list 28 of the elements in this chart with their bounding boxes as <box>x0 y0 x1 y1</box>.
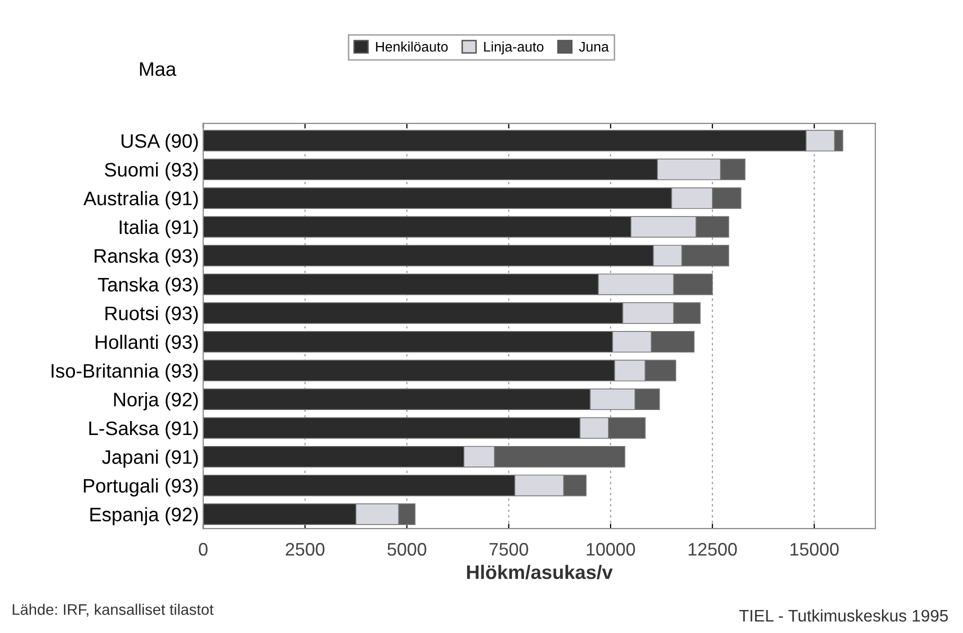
legend-label: Linja-auto <box>484 41 544 54</box>
y-tick-label: Norja (92) <box>114 392 198 410</box>
y-tick-label: Australia (91) <box>83 191 198 210</box>
x-tick-label: 15000 <box>790 542 839 556</box>
x-tick-label: 12500 <box>688 542 737 556</box>
text: Lähde: IRF, kansalliset tilastot <box>12 604 214 617</box>
x-tick-label: 2500 <box>286 542 324 556</box>
y-tick-label: Tanska (93) <box>98 277 198 296</box>
legend-label: Juna <box>578 42 609 52</box>
y-tick-label: Espanja (92) <box>90 507 198 526</box>
y-axis-title: Maa <box>140 62 176 76</box>
x-tick-label: 7500 <box>490 542 528 556</box>
y-tick-label: Japani (91) <box>102 450 198 468</box>
y-tick-label: Ranska (93) <box>94 248 198 267</box>
text: TIEL - Tutkimuskeskus 1995 <box>739 609 948 622</box>
x-axis-title: Hlökm/asukas/v <box>467 564 613 580</box>
y-tick-label: Italia (91) <box>120 220 198 238</box>
y-tick-label: Suomi (93) <box>104 162 198 180</box>
y-tick-label: Ruotsi (93) <box>106 306 198 324</box>
y-tick-label: USA (90) <box>122 134 198 152</box>
x-tick-label: 10000 <box>586 542 635 556</box>
legend-label: Henkilöauto <box>376 41 448 52</box>
x-tick-label: 5000 <box>388 542 426 556</box>
y-tick-label: Hollanti (93) <box>96 334 198 353</box>
y-tick-label: L-Saksa (91) <box>89 420 198 440</box>
y-tick-label: Portugali (93) <box>84 478 198 497</box>
y-tick-label: Iso-Britannia (93) <box>52 363 198 382</box>
x-tick-label: 0 <box>198 542 208 556</box>
